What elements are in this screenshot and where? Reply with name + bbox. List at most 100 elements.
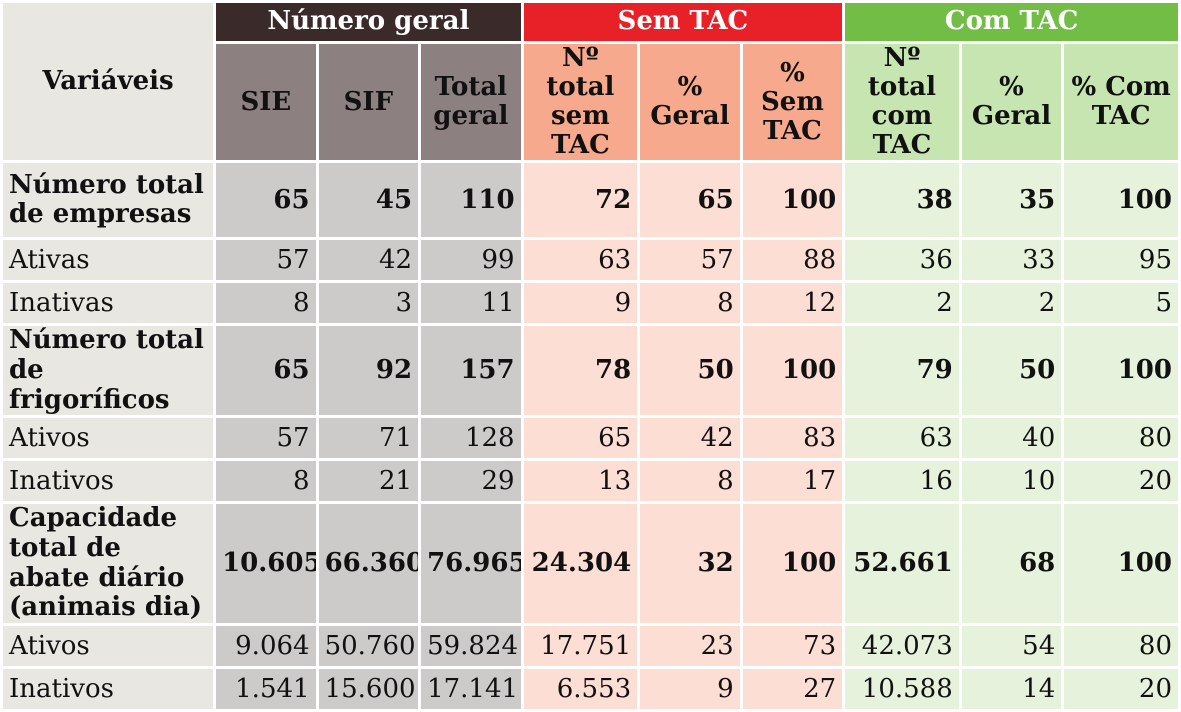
group-header-com-tac: Com TAC: [845, 3, 1178, 41]
table-row: Inativos 1.541 15.600 17.141 6.553 9 27 10.588 1…: [3, 668, 1178, 709]
table-cell: 110: [421, 163, 521, 238]
table-cell: 59.824: [421, 625, 521, 666]
table-cell: 36: [845, 240, 959, 281]
table-cell: 80: [1064, 625, 1178, 666]
table-cell: 21: [318, 461, 419, 502]
group-header-numero-geral: Número geral: [216, 3, 521, 41]
row-label: Número total de frigoríficos: [3, 326, 214, 416]
table-cell: 2: [961, 283, 1062, 324]
column-header: % Geral: [640, 44, 740, 161]
group-header-sem-tac: Sem TAC: [523, 3, 843, 41]
table-cell: 42: [318, 240, 419, 281]
table-cell: 6.553: [523, 668, 638, 709]
table-cell: 83: [742, 418, 843, 459]
table-row: Inativas 8 3 11 9 8 12 2 2 5: [3, 283, 1178, 324]
table-cell: 10.588: [845, 668, 959, 709]
table-cell: 80: [1064, 418, 1178, 459]
table-cell: 72: [523, 163, 638, 238]
row-label: Inativos: [3, 668, 214, 709]
table-cell: 8: [216, 461, 316, 502]
row-label: Inativas: [3, 283, 214, 324]
table-cell: 42.073: [845, 625, 959, 666]
table-cell: 65: [216, 163, 316, 238]
table-cell: 99: [421, 240, 521, 281]
table-header: Variáveis Número geral Sem TAC Com TAC S…: [3, 3, 1178, 161]
table-cell: 9: [523, 283, 638, 324]
table-cell: 9.064: [216, 625, 316, 666]
table-cell: 33: [961, 240, 1062, 281]
group-header-row: Variáveis Número geral Sem TAC Com TAC: [3, 3, 1178, 161]
column-header: % Sem TAC: [742, 44, 843, 161]
table-cell: 100: [1064, 326, 1178, 416]
table-cell: 17.141: [421, 668, 521, 709]
table-cell: 73: [742, 625, 843, 666]
table-cell: 13: [523, 461, 638, 502]
table-cell: 54: [961, 625, 1062, 666]
table-cell: 65: [216, 326, 316, 416]
column-header: Nº total sem TAC: [523, 44, 638, 161]
table-cell: 5: [1064, 283, 1178, 324]
table-cell: 128: [421, 418, 521, 459]
table-cell: 100: [1064, 504, 1178, 623]
table-cell: 100: [742, 163, 843, 238]
table-cell: 20: [1064, 461, 1178, 502]
column-header: % Geral: [961, 44, 1062, 161]
table-row: Ativos 9.064 50.760 59.824 17.751 23 73 42.073 5…: [3, 625, 1178, 666]
table-cell: 15.600: [318, 668, 419, 709]
table-cell: 100: [1064, 163, 1178, 238]
table-cell: 52.661: [845, 504, 959, 623]
table-cell: 29: [421, 461, 521, 502]
table-cell: 92: [318, 326, 419, 416]
column-header: Nº total com TAC: [845, 44, 959, 161]
table-cell: 57: [216, 418, 316, 459]
table-cell: 68: [961, 504, 1062, 623]
table-cell: 50: [640, 326, 740, 416]
table-cell: 16: [845, 461, 959, 502]
table-cell: 63: [845, 418, 959, 459]
table-row: Capacidade total de abate diário (animai…: [3, 504, 1178, 623]
row-label: Ativas: [3, 240, 214, 281]
table-cell: 20: [1064, 668, 1178, 709]
table-cell: 65: [523, 418, 638, 459]
table-cell: 8: [640, 461, 740, 502]
table-cell: 8: [640, 283, 740, 324]
table-cell: 57: [640, 240, 740, 281]
row-label: Ativos: [3, 625, 214, 666]
table-row: Número total de frigoríficos 65 92 157 78 50 1…: [3, 326, 1178, 416]
table-row: Inativos 8 21 29 13 8 17 16 10 20: [3, 461, 1178, 502]
table-cell: 66.360: [318, 504, 419, 623]
table-cell: 63: [523, 240, 638, 281]
table-cell: 88: [742, 240, 843, 281]
row-label: Inativos: [3, 461, 214, 502]
table-cell: 12: [742, 283, 843, 324]
table-cell: 50.760: [318, 625, 419, 666]
table-cell: 9: [640, 668, 740, 709]
table-cell: 40: [961, 418, 1062, 459]
table-cell: 14: [961, 668, 1062, 709]
table-cell: 24.304: [523, 504, 638, 623]
table-cell: 100: [742, 326, 843, 416]
table-row: Número total de empresas 65 45 110 72 65 100 38…: [3, 163, 1178, 238]
row-label: Ativos: [3, 418, 214, 459]
column-header: Total geral: [421, 44, 521, 161]
column-header: SIF: [318, 44, 419, 161]
table-row: Ativas 57 42 99 63 57 88 36 33 95: [3, 240, 1178, 281]
table-cell: 8: [216, 283, 316, 324]
subheader-row: SIE SIF Total geral Nº total sem TAC% Geral…: [3, 44, 1178, 161]
column-header: SIE: [216, 44, 316, 161]
table-cell: 11: [421, 283, 521, 324]
row-label: Número total de empresas: [3, 163, 214, 238]
table-cell: 10: [961, 461, 1062, 502]
table-cell: 78: [523, 326, 638, 416]
table-cell: 45: [318, 163, 419, 238]
table-cell: 2: [845, 283, 959, 324]
table-cell: 32: [640, 504, 740, 623]
table-body: Número total de empresas 65 45 110 72 65 100 38…: [3, 163, 1178, 709]
table-cell: 17: [742, 461, 843, 502]
table-cell: 23: [640, 625, 740, 666]
table-cell: 65: [640, 163, 740, 238]
table-cell: 38: [845, 163, 959, 238]
table-cell: 157: [421, 326, 521, 416]
table-cell: 10.605: [216, 504, 316, 623]
